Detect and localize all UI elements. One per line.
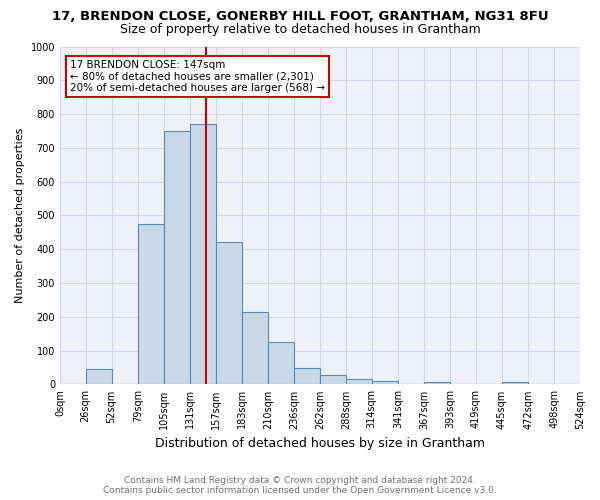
Bar — [294, 368, 320, 384]
Bar — [139, 224, 164, 384]
Bar — [268, 342, 294, 384]
Bar — [320, 375, 346, 384]
Text: Contains HM Land Registry data © Crown copyright and database right 2024.
Contai: Contains HM Land Registry data © Crown c… — [103, 476, 497, 495]
Bar — [371, 381, 398, 384]
Bar — [424, 382, 450, 384]
Bar — [216, 242, 242, 384]
Bar — [190, 124, 216, 384]
X-axis label: Distribution of detached houses by size in Grantham: Distribution of detached houses by size … — [155, 437, 485, 450]
Y-axis label: Number of detached properties: Number of detached properties — [15, 128, 25, 303]
Text: 17 BRENDON CLOSE: 147sqm
← 80% of detached houses are smaller (2,301)
20% of sem: 17 BRENDON CLOSE: 147sqm ← 80% of detach… — [70, 60, 325, 93]
Bar — [86, 369, 112, 384]
Bar — [502, 382, 529, 384]
Text: Size of property relative to detached houses in Grantham: Size of property relative to detached ho… — [119, 22, 481, 36]
Text: 17, BRENDON CLOSE, GONERBY HILL FOOT, GRANTHAM, NG31 8FU: 17, BRENDON CLOSE, GONERBY HILL FOOT, GR… — [52, 10, 548, 23]
Bar — [346, 380, 371, 384]
Bar — [164, 131, 190, 384]
Bar — [242, 312, 268, 384]
